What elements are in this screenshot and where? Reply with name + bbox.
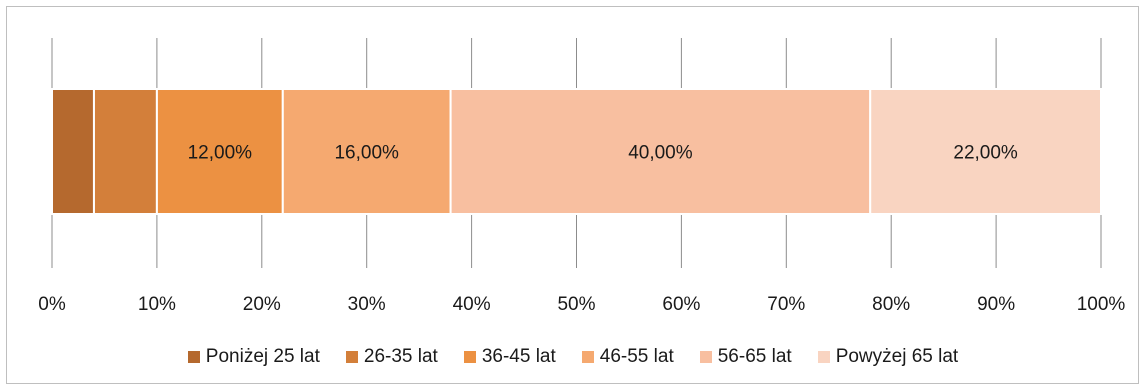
bars [51,88,1102,215]
data-label: 12,00% [188,143,253,164]
legend: Poniżej 25 lat 26-35 lat 36-45 lat 46-55 la… [0,342,1146,372]
legend-label: 46-55 lat [599,346,674,367]
bar-segment [449,88,872,215]
x-tick-label: 60% [662,294,700,315]
bar-segment [51,88,95,215]
legend-item: 46-55 lat [581,346,674,368]
x-tick-label: 0% [38,294,66,315]
bar-segment [869,88,1102,215]
bar-segment [155,88,284,215]
x-tick-label: 10% [138,294,176,315]
legend-item: 26-35 lat [345,346,438,368]
x-tick-label: 70% [767,294,805,315]
x-tick-label: 100% [1077,294,1126,315]
legend-swatch [463,351,476,363]
bar-segment [281,88,452,215]
data-label: 16,00% [334,143,399,164]
x-tick-label: 50% [557,294,595,315]
legend-label: Poniżej 25 lat [205,346,320,367]
legend-label: 36-45 lat [481,346,556,367]
x-tick-label: 90% [977,294,1015,315]
legend-label: Powyżej 65 lat [835,346,959,367]
x-tick-label: 80% [872,294,910,315]
legend-swatch [699,351,712,363]
legend-swatch [187,351,200,363]
legend-label: 26-35 lat [363,346,438,367]
data-labels: 12,00% 16,00% 40,00% 22,00% [188,143,1018,164]
x-tick-label: 40% [453,294,491,315]
data-label: 40,00% [628,143,693,164]
x-tick-label: 30% [348,294,386,315]
legend-item: Poniżej 25 lat [187,346,320,368]
data-label: 22,00% [953,143,1018,164]
x-tick-label: 20% [243,294,281,315]
legend-label: 56-65 lat [717,346,792,367]
bar-segment [92,88,158,215]
legend-swatch [345,351,358,363]
legend-swatch [581,351,594,363]
legend-swatch [817,351,830,363]
legend-item: Powyżej 65 lat [817,346,959,368]
legend-item: 36-45 lat [463,346,556,368]
legend-item: 56-65 lat [699,346,792,368]
x-axis-tick-labels: 0% 10% 20% 30% 40% 50% 60% 70% 80% 90% 100% [38,294,1125,315]
